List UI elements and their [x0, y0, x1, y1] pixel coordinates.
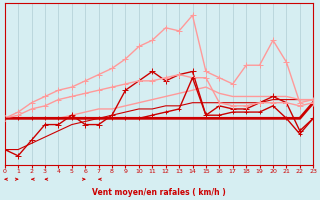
X-axis label: Vent moyen/en rafales ( km/h ): Vent moyen/en rafales ( km/h ) — [92, 188, 226, 197]
